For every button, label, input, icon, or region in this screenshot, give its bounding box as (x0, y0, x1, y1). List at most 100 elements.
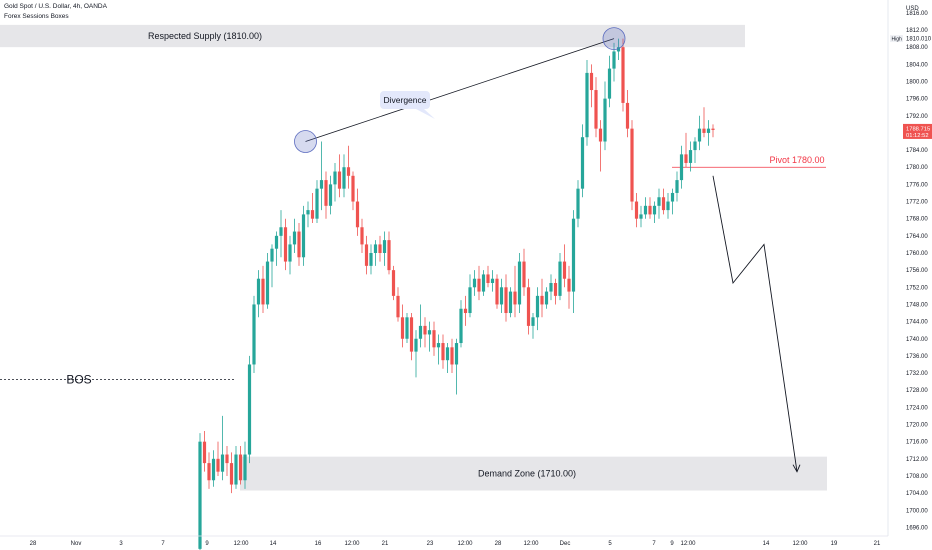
candle-body (567, 278, 571, 292)
price-tick-label: 1716.00 (906, 440, 928, 446)
bos-label: BOS (66, 372, 91, 386)
price-tick-label: 1728.00 (906, 388, 928, 394)
candle-body (229, 463, 234, 485)
candle (621, 38, 625, 112)
candle-body (702, 128, 706, 133)
price-tick-label: 1812.00 (906, 28, 928, 34)
candle-body (558, 261, 562, 296)
time-tick-label: Nov (71, 541, 82, 547)
candle-body (256, 278, 261, 305)
countdown: 01:12:52 (906, 133, 929, 139)
price-tick-label: 1724.00 (906, 405, 928, 411)
price-tick-label: 1792.00 (906, 114, 928, 120)
candle (243, 441, 247, 489)
candle-body (364, 244, 369, 266)
candle (657, 188, 661, 219)
candle-body (445, 347, 450, 361)
currency-label: USD (906, 6, 919, 12)
candle-body (495, 278, 499, 305)
time-tick-label: 21 (382, 541, 389, 547)
candle (544, 287, 549, 309)
price-tick-label: 1764.00 (906, 234, 928, 240)
candle (535, 287, 540, 331)
candle-body (679, 154, 684, 181)
candle (355, 188, 360, 236)
candle (603, 81, 607, 151)
candle-body (468, 287, 472, 314)
candle-body (616, 47, 621, 52)
candle (445, 343, 450, 374)
candle-body (549, 283, 553, 292)
candle-body (333, 171, 337, 185)
candle (441, 334, 445, 369)
candle-body (513, 291, 517, 305)
candle (576, 180, 580, 228)
candle (670, 188, 675, 215)
candle-body (346, 167, 351, 176)
candle-body (589, 72, 594, 91)
candle (400, 304, 405, 348)
candle (409, 313, 414, 361)
candle-body (517, 261, 522, 305)
candle (225, 445, 229, 476)
candle (517, 252, 522, 314)
time-tick-label: 14 (763, 541, 770, 547)
price-tick-label: 1736.00 (906, 354, 928, 360)
candle (414, 330, 418, 378)
candle (688, 141, 693, 172)
candle (589, 64, 594, 108)
candle-body (508, 291, 513, 314)
candle-body (697, 128, 702, 142)
candle (679, 145, 684, 189)
candle-body (553, 283, 558, 296)
candle (463, 295, 468, 326)
time-tick-label: 5 (608, 541, 612, 547)
time-tick-label: 16 (315, 541, 322, 547)
candle (220, 415, 225, 481)
price-tick-label: 1776.00 (906, 182, 928, 188)
candle (666, 192, 670, 219)
candle-body (279, 227, 283, 236)
candle (459, 300, 463, 348)
last-price: 1788.715 (906, 126, 930, 132)
candle (324, 171, 328, 219)
candle-body (211, 458, 216, 481)
candle (328, 175, 333, 215)
price-tick-label: 1708.00 (906, 474, 928, 480)
candle (427, 321, 432, 352)
candle-body (414, 338, 418, 352)
candle (238, 445, 243, 485)
divergence-callout (380, 91, 430, 109)
candle (661, 188, 666, 215)
price-tick-label: 1796.00 (906, 97, 928, 103)
candle-body (225, 454, 229, 464)
price-tick-label: 1760.00 (906, 251, 928, 257)
time-axis: 28 Nov 3 7 9 12:00 14 16 12:00 21 23 12:00 28 12:00 De… (0, 535, 888, 547)
price-tick-label: 1700.00 (906, 508, 928, 514)
candle-body (261, 278, 265, 305)
candle-body (432, 330, 436, 348)
candle (571, 210, 576, 314)
candle-body (463, 308, 468, 314)
candle-body (639, 214, 643, 219)
candle-body (670, 192, 675, 202)
candle-body (711, 128, 715, 130)
candle-body (306, 210, 310, 215)
candle (252, 295, 256, 374)
candle-body (220, 454, 225, 472)
candle-body (522, 261, 526, 288)
price-tick-label: 1712.00 (906, 457, 928, 463)
candle (229, 452, 234, 494)
candle (364, 235, 369, 275)
indicator-label: Forex Sessions Boxes (4, 13, 69, 20)
time-tick-label: 28 (30, 541, 37, 547)
candle-body (337, 171, 342, 189)
high-value: 1810.010 (906, 37, 932, 43)
candle-body (391, 270, 396, 296)
candle-body (634, 201, 639, 219)
time-tick-label: 12:00 (680, 541, 696, 547)
candle (454, 338, 459, 395)
candle-body (540, 295, 544, 305)
candle-body (607, 68, 612, 99)
